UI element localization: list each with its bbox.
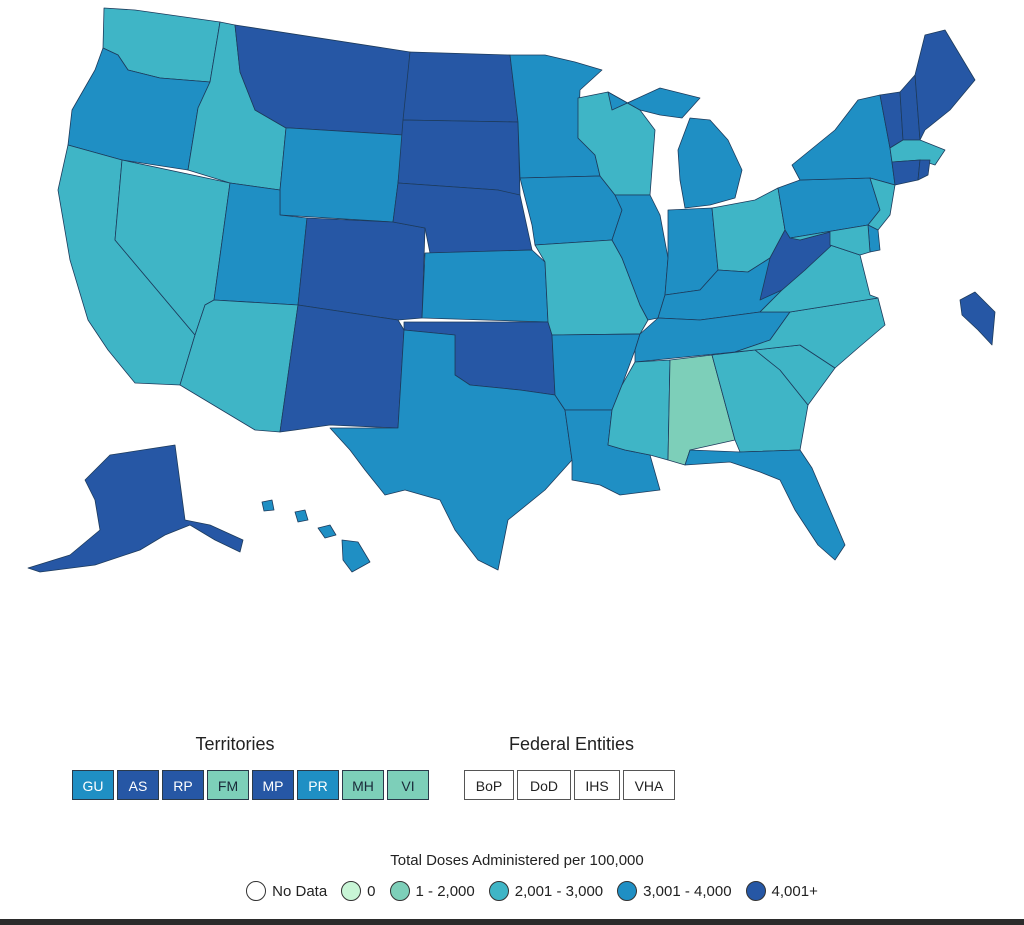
legend-swatch xyxy=(745,881,766,901)
federal-box-ihs[interactable]: IHS xyxy=(574,770,620,800)
legend-item-1-2000[interactable]: 1 - 2,000 xyxy=(389,881,475,901)
territory-box-mp[interactable]: MP xyxy=(252,770,294,800)
territories-title: Territories xyxy=(195,734,275,754)
state-texas[interactable] xyxy=(329,329,573,571)
territory-box-as[interactable]: AS xyxy=(117,770,159,800)
state-florida[interactable] xyxy=(684,449,846,561)
legend-label: 0 xyxy=(367,882,376,900)
state-maine[interactable] xyxy=(914,29,976,141)
state-illinois[interactable] xyxy=(611,194,669,321)
state-kansas[interactable] xyxy=(421,249,549,323)
legend-swatch xyxy=(488,881,509,901)
legend-label: 3,001 - 4,000 xyxy=(643,882,732,900)
state-maryland[interactable] xyxy=(789,224,871,256)
legend-swatch xyxy=(341,881,362,901)
state-connecticut[interactable] xyxy=(891,159,921,186)
territory-box-rp[interactable]: RP xyxy=(162,770,204,800)
state-rhode-island[interactable] xyxy=(917,159,931,181)
territory-box-fm[interactable]: FM xyxy=(207,770,249,800)
territory-box-gu[interactable]: GU xyxy=(72,770,114,800)
state-dc[interactable] xyxy=(959,291,996,346)
state-hawaii-oahu[interactable] xyxy=(294,509,309,523)
legend-item-no-data[interactable]: No Data xyxy=(246,881,327,901)
legend-items: No Data 0 1 - 2,000 2,001 - 3,000 3,001 … xyxy=(40,881,1024,901)
legend-label: 1 - 2,000 xyxy=(415,882,475,900)
territory-box-vi[interactable]: VI xyxy=(387,770,429,800)
legend-item-3001-4000[interactable]: 3,001 - 4,000 xyxy=(617,881,732,901)
federal-entities-panel: Federal Entities BoP DoD IHS VHA xyxy=(464,734,679,800)
us-map xyxy=(27,7,996,573)
state-north-dakota[interactable] xyxy=(402,51,519,123)
state-alaska[interactable] xyxy=(27,444,244,573)
states-layer xyxy=(27,7,996,573)
state-hawaii-maui[interactable] xyxy=(317,524,337,539)
state-wyoming[interactable] xyxy=(279,127,404,223)
legend-item-4001-plus[interactable]: 4,001+ xyxy=(745,881,818,901)
legend-label: 2,001 - 3,000 xyxy=(514,882,604,900)
legend-item-2001-3000[interactable]: 2,001 - 3,000 xyxy=(488,881,604,901)
federal-box-dod[interactable]: DoD xyxy=(517,770,571,800)
state-colorado[interactable] xyxy=(297,217,426,321)
territory-box-pr[interactable]: PR xyxy=(297,770,339,800)
legend-swatch xyxy=(617,881,638,901)
state-new-york[interactable] xyxy=(791,94,896,186)
state-hawaii[interactable] xyxy=(341,539,371,573)
legend-title: Total Doses Administered per 100,000 xyxy=(390,852,644,869)
federal-box-vha[interactable]: VHA xyxy=(623,770,675,800)
federal-entities-row: BoP DoD IHS VHA xyxy=(464,770,679,800)
state-michigan[interactable] xyxy=(607,87,701,119)
bottom-bar xyxy=(0,919,1024,925)
state-michigan-lower[interactable] xyxy=(677,117,743,209)
legend-item-zero[interactable]: 0 xyxy=(341,881,376,901)
legend-swatch xyxy=(389,881,410,901)
legend-swatch xyxy=(246,881,267,901)
territories-panel: Territories GU AS RP FM MP PR MH VI xyxy=(72,734,432,800)
federal-box-bop[interactable]: BoP xyxy=(464,770,514,800)
legend-label: No Data xyxy=(272,882,328,900)
state-hawaii-kauai[interactable] xyxy=(261,499,275,512)
us-map-svg xyxy=(27,7,996,573)
state-new-mexico[interactable] xyxy=(279,304,405,433)
map-legend: Total Doses Administered per 100,000 No … xyxy=(0,852,1024,901)
state-iowa[interactable] xyxy=(519,175,623,246)
territory-box-mh[interactable]: MH xyxy=(342,770,384,800)
territories-row: GU AS RP FM MP PR MH VI xyxy=(72,770,432,800)
federal-entities-title: Federal Entities xyxy=(508,734,635,754)
legend-label: 4,001+ xyxy=(771,882,818,900)
